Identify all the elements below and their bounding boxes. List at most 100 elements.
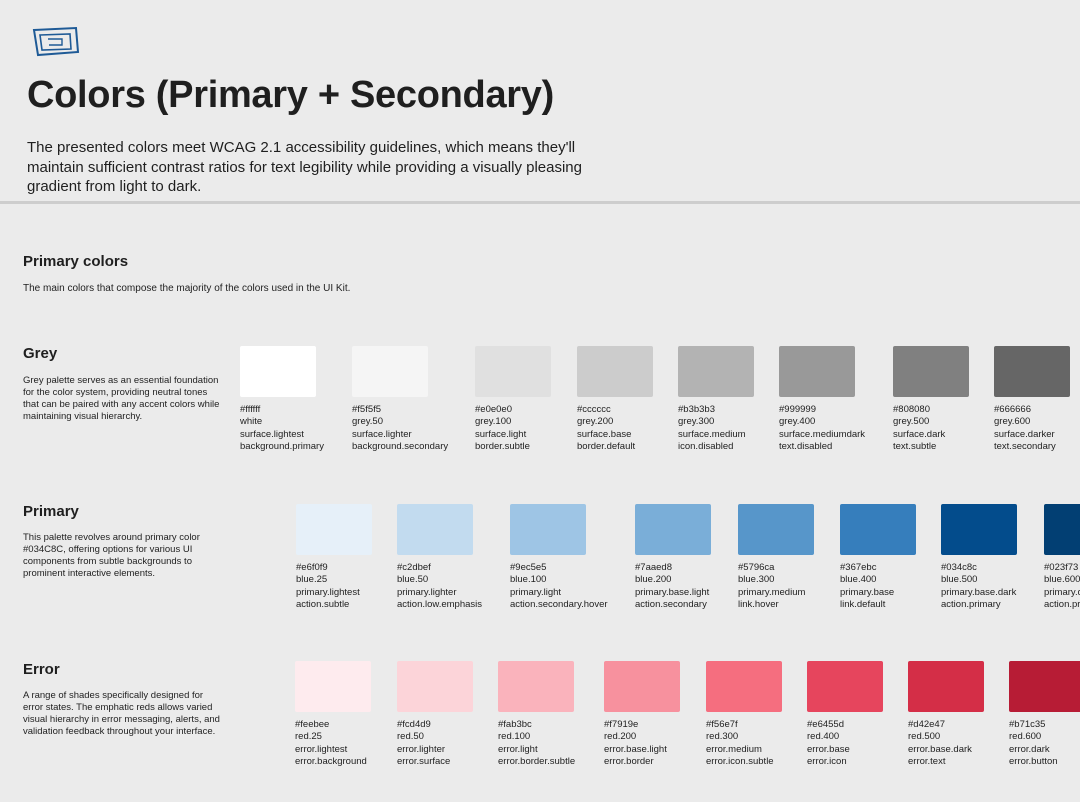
swatch-chip[interactable] bbox=[296, 504, 372, 555]
swatch-token: primary.medium bbox=[738, 586, 806, 598]
color-swatch[interactable]: #f7919e red.200 error.base.light error.bord… bbox=[604, 661, 680, 768]
swatch-chip[interactable] bbox=[840, 504, 916, 555]
color-swatch[interactable]: #d42e47 red.500 error.base.dark error.text bbox=[908, 661, 984, 768]
color-swatch[interactable]: #034c8c blue.500 primary.base.dark action.p… bbox=[941, 504, 1017, 611]
swatch-name: blue.25 bbox=[296, 574, 328, 586]
swatch-usage: background.secondary bbox=[352, 440, 449, 452]
color-swatch[interactable]: #b3b3b3 grey.300 surface.medium icon.disabl… bbox=[678, 346, 754, 453]
swatch-usage: icon.disabled bbox=[678, 440, 734, 452]
color-swatch[interactable]: #b71c35 red.600 error.dark error.button bbox=[1009, 661, 1080, 768]
section-description: The main colors that compose the majorit… bbox=[23, 283, 351, 294]
swatch-chip[interactable] bbox=[738, 504, 814, 555]
color-swatch[interactable]: #7aaed8 blue.200 primary.base.light action.… bbox=[635, 504, 711, 611]
swatch-chip[interactable] bbox=[678, 346, 754, 397]
swatch-chip[interactable] bbox=[1044, 504, 1080, 555]
swatch-token: primary.lighter bbox=[397, 586, 457, 598]
swatch-usage: error.surface bbox=[397, 755, 451, 767]
swatch-meta: #e6f0f9 blue.25 primary.lightest action.sub… bbox=[296, 562, 372, 611]
swatch-chip[interactable] bbox=[941, 504, 1017, 555]
swatch-chip[interactable] bbox=[706, 661, 782, 712]
swatch-hex: #367ebc bbox=[840, 562, 877, 573]
swatch-token: surface.medium bbox=[678, 428, 746, 440]
swatch-chip[interactable] bbox=[475, 346, 551, 397]
swatch-name: blue.500 bbox=[941, 574, 978, 586]
color-swatch[interactable]: #023f73blue.600primary.darkaction.presse… bbox=[1044, 504, 1080, 611]
swatch-chip[interactable] bbox=[498, 661, 574, 712]
color-swatch[interactable]: #ffffff white surface.lightest background.p… bbox=[240, 346, 324, 453]
header-divider bbox=[0, 201, 1080, 204]
swatch-chip[interactable] bbox=[510, 504, 586, 555]
color-swatch[interactable]: #666666 grey.600 surface.darker text.second… bbox=[994, 346, 1070, 453]
color-swatch[interactable]: #fab3bc red.100 error.light error.border.su… bbox=[498, 661, 575, 768]
swatch-chip[interactable] bbox=[908, 661, 984, 712]
swatch-chip[interactable] bbox=[577, 346, 653, 397]
swatch-hex: #023f73 bbox=[1044, 562, 1079, 573]
swatch-chip[interactable] bbox=[807, 661, 883, 712]
swatch-token: primary.light bbox=[510, 586, 562, 598]
swatch-usage: error.background bbox=[295, 755, 367, 767]
swatch-chip[interactable] bbox=[240, 346, 316, 397]
swatch-chip[interactable] bbox=[397, 661, 473, 712]
swatch-meta: #c2dbef blue.50 primary.lighter action.low.… bbox=[397, 562, 482, 611]
swatch-meta: #999999 grey.400 surface.mediumdark text.di… bbox=[779, 404, 865, 453]
color-swatch[interactable]: #c2dbef blue.50 primary.lighter action.low.… bbox=[397, 504, 482, 611]
swatch-usage: action.primary bbox=[941, 598, 1001, 610]
group-title-grey: Grey bbox=[23, 345, 58, 362]
swatch-hex: #c2dbef bbox=[397, 562, 431, 573]
color-swatch[interactable]: #e6f0f9 blue.25 primary.lightest action.sub… bbox=[296, 504, 372, 611]
color-swatch[interactable]: #e6455d red.400 error.base error.icon bbox=[807, 661, 883, 768]
swatch-meta: #666666 grey.600 surface.darker text.second… bbox=[994, 404, 1070, 453]
swatch-meta: #034c8c blue.500 primary.base.dark action.p… bbox=[941, 562, 1017, 611]
swatch-chip[interactable] bbox=[635, 504, 711, 555]
color-swatch[interactable]: #808080 grey.500 surface.dark text.subtle bbox=[893, 346, 969, 453]
swatch-usage: background.primary bbox=[240, 440, 324, 452]
swatch-meta: #cccccc grey.200 surface.base border.defaul… bbox=[577, 404, 653, 453]
swatch-meta: #fcd4d9 red.50 error.lighter error.surface bbox=[397, 719, 473, 768]
color-swatch[interactable]: #feebee red.25 error.lightest error.backgro… bbox=[295, 661, 371, 768]
swatch-token: error.light bbox=[498, 743, 538, 755]
swatch-name: red.500 bbox=[908, 731, 941, 743]
swatch-hex: #b71c35 bbox=[1009, 719, 1046, 730]
swatch-usage: action.secondary.hover bbox=[510, 598, 608, 610]
swatch-chip[interactable] bbox=[397, 504, 473, 555]
swatch-usage: border.default bbox=[577, 440, 636, 452]
swatch-meta: #ffffff white surface.lightest background.p… bbox=[240, 404, 324, 453]
color-swatch[interactable]: #e0e0e0 grey.100 surface.light border.subtl… bbox=[475, 346, 551, 453]
swatch-token: surface.lighter bbox=[352, 428, 412, 440]
swatch-token: error.dark bbox=[1009, 743, 1050, 755]
swatch-chip[interactable] bbox=[1009, 661, 1080, 712]
swatch-chip[interactable] bbox=[779, 346, 855, 397]
swatch-meta: #367ebc blue.400 primary.base link.default bbox=[840, 562, 916, 611]
swatch-token: error.base.light bbox=[604, 743, 667, 755]
color-swatch[interactable]: #5796ca blue.300 primary.medium link.hover bbox=[738, 504, 814, 611]
swatch-usage: error.icon bbox=[807, 755, 847, 767]
swatch-token: surface.darker bbox=[994, 428, 1055, 440]
color-swatch[interactable]: #9ec5e5 blue.100 primary.light action.secon… bbox=[510, 504, 608, 611]
swatch-name: red.50 bbox=[397, 731, 424, 743]
swatch-chip[interactable] bbox=[893, 346, 969, 397]
swatch-token: surface.dark bbox=[893, 428, 946, 440]
color-swatch[interactable]: #999999 grey.400 surface.mediumdark text.di… bbox=[779, 346, 865, 453]
swatch-meta: #7aaed8 blue.200 primary.base.light action.… bbox=[635, 562, 711, 611]
color-swatch[interactable]: #f5f5f5 grey.50 surface.lighter background.… bbox=[352, 346, 448, 453]
swatch-usage: action.subtle bbox=[296, 598, 350, 610]
section-title: Primary colors bbox=[23, 253, 129, 270]
swatch-chip[interactable] bbox=[604, 661, 680, 712]
swatch-name: grey.200 bbox=[577, 416, 614, 428]
swatch-name: blue.100 bbox=[510, 574, 547, 586]
color-swatch[interactable]: #367ebc blue.400 primary.base link.default bbox=[840, 504, 916, 611]
swatch-usage: action.pressed bbox=[1044, 598, 1080, 610]
swatch-chip[interactable] bbox=[994, 346, 1070, 397]
swatch-token: primary.base.dark bbox=[941, 586, 1017, 598]
swatch-name: blue.50 bbox=[397, 574, 429, 586]
swatch-hex: #fcd4d9 bbox=[397, 719, 431, 730]
color-swatch[interactable]: #f56e7f red.300 error.medium error.icon.sub… bbox=[706, 661, 782, 768]
swatch-token: error.medium bbox=[706, 743, 762, 755]
color-swatch[interactable]: #fcd4d9 red.50 error.lighter error.surface bbox=[397, 661, 473, 768]
swatch-hex: #cccccc bbox=[577, 404, 611, 415]
swatch-chip[interactable] bbox=[295, 661, 371, 712]
swatch-meta: #b71c35 red.600 error.dark error.button bbox=[1009, 719, 1080, 768]
swatch-chip[interactable] bbox=[352, 346, 428, 397]
color-swatch[interactable]: #cccccc grey.200 surface.base border.defaul… bbox=[577, 346, 653, 453]
swatch-meta: #fab3bc red.100 error.light error.border.su… bbox=[498, 719, 575, 768]
